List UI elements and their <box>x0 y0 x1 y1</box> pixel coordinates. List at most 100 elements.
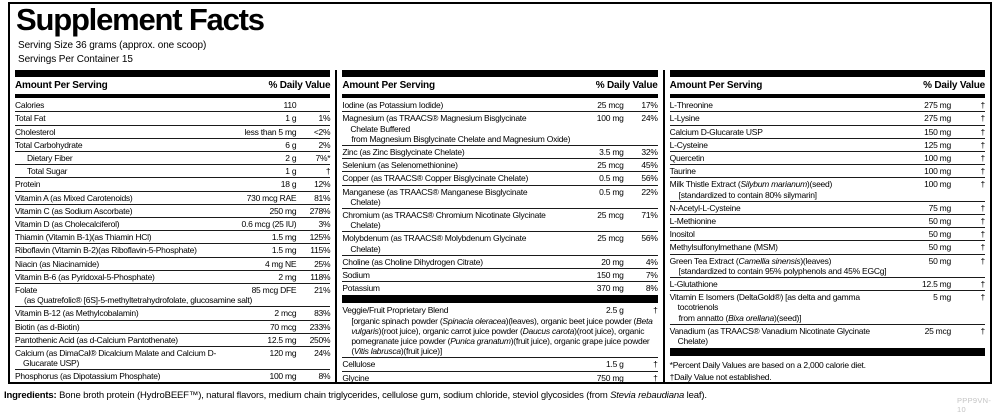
nutrient-amount: 3.5 mg <box>554 147 624 157</box>
nutrient-daily-value: 1% <box>296 113 330 123</box>
table-row-line: Vitamin A (as Mixed Carotenoids)730 mcg … <box>15 193 330 203</box>
nutrient-amount: 275 mg <box>881 113 951 123</box>
nutrient-amount: 110 <box>226 100 296 110</box>
nutrient-name: Protein <box>15 179 226 189</box>
amount-per-serving-header: Amount Per Serving <box>15 81 108 91</box>
nutrient-amount: 1.5 mg <box>226 232 296 242</box>
nutrient-daily-value: 115% <box>296 245 330 255</box>
nutrient-name: Cholesterol <box>15 127 226 137</box>
section-rule <box>342 295 657 303</box>
nutrient-name: Glycine <box>342 373 553 383</box>
nutrient-name: L-Threonine <box>670 100 881 110</box>
nutrient-amount: 100 mg <box>226 371 296 381</box>
table-row-line: Manganese (as TRAACS® Manganese Bisglyci… <box>342 187 657 207</box>
nutrient-amount: 730 mcg RAE <box>226 193 296 203</box>
nutrient-daily-value: 81% <box>296 193 330 203</box>
nutrient-name: Total Sugar <box>15 166 226 176</box>
nutrient-daily-value: † <box>951 292 985 302</box>
nutrient-daily-value: † <box>951 203 985 213</box>
nutrient-amount: 25 mcg <box>554 210 624 220</box>
nutrient-name: Molybdenum (as TRAACS® Molybdenum Glycin… <box>342 233 553 253</box>
nutrient-amount: 370 mg <box>554 283 624 293</box>
nutrient-name: Manganese (as TRAACS® Manganese Bisglyci… <box>342 187 553 207</box>
nutrient-name: Milk Thistle Extract (Silybum marianum)(… <box>670 179 881 189</box>
nutrient-name: Veggie/Fruit Proprietary Blend <box>342 305 553 315</box>
nutrient-name: L-Glutathione <box>670 279 881 289</box>
nutrient-name: Sodium <box>342 270 553 280</box>
table-row: Choline (as Choline Dihydrogen Citrate)2… <box>342 255 657 268</box>
daily-value-header: % Daily Value <box>268 81 330 91</box>
thick-rule <box>15 70 330 77</box>
table-row-line: Green Tea Extract (Camellia sinensis)(le… <box>670 256 985 266</box>
product-code: PPP9VN-10 <box>957 396 1000 414</box>
nutrient-name: Vanadium (as TRAACS® Vanadium Nicotinate… <box>670 326 881 346</box>
nutrient-daily-value: 250% <box>296 335 330 345</box>
nutrient-daily-value: † <box>951 279 985 289</box>
nutrient-amount: 100 mg <box>881 153 951 163</box>
nutrient-amount: 100 mg <box>554 113 624 123</box>
nutrient-amount: 1.5 g <box>554 359 624 369</box>
nutrient-amount: 2 g <box>226 153 296 163</box>
table-row: Copper (as TRAACS® Copper Bisglycinate C… <box>342 171 657 184</box>
nutrient-daily-value: 24% <box>624 113 658 123</box>
nutrient-name: Inositol <box>670 229 881 239</box>
nutrient-name: Vitamin E Isomers (DeltaGold®) [as delta… <box>670 292 881 312</box>
nutrient-daily-value: 45% <box>624 160 658 170</box>
nutrient-amount: 100 mg <box>881 179 951 189</box>
nutrient-amount: 125 mg <box>881 140 951 150</box>
nutrient-amount: 50 mg <box>881 229 951 239</box>
table-row: Pantothenic Acid (as d-Calcium Pantothen… <box>15 333 330 346</box>
nutrient-name: Phosphorus (as Dipotassium Phosphate) <box>15 371 226 381</box>
nutrient-name: Folate <box>15 285 226 295</box>
column-header: Amount Per Serving% Daily Value <box>342 77 657 94</box>
nutrient-name: Potassium <box>342 283 553 293</box>
nutrient-name: Magnesium (as TRAACS® Magnesium Bisglyci… <box>342 113 553 133</box>
nutrient-name: N-Acetyl-L-Cysteine <box>670 203 881 213</box>
nutrient-daily-value: † <box>951 216 985 226</box>
table-row: Magnesium (as TRAACS® Magnesium Bisglyci… <box>342 111 657 145</box>
nutrient-daily-value: 3% <box>296 219 330 229</box>
thick-rule <box>670 70 985 77</box>
table-row-line: Vitamin E Isomers (DeltaGold®) [as delta… <box>670 292 985 312</box>
nutrient-amount: 0.6 mcg (25 IU) <box>226 219 296 229</box>
nutrient-daily-value: 24% <box>296 348 330 358</box>
nutrient-amount: 18 g <box>226 179 296 189</box>
table-row-line: Choline (as Choline Dihydrogen Citrate)2… <box>342 257 657 267</box>
daily-value-header: % Daily Value <box>596 81 658 91</box>
table-row: Green Tea Extract (Camellia sinensis)(le… <box>670 254 985 277</box>
table-row-line: Zinc (as Zinc Bisglycinate Chelate)3.5 m… <box>342 147 657 157</box>
nutrient-daily-value: 278% <box>296 206 330 216</box>
table-row: Methylsulfonylmethane (MSM)50 mg† <box>670 240 985 253</box>
servings-per-container-text: Servings Per Container 15 <box>18 54 133 65</box>
nutrient-name: Vitamin C (as Sodium Ascorbate) <box>15 206 226 216</box>
nutrient-name: Copper (as TRAACS® Copper Bisglycinate C… <box>342 173 553 183</box>
table-row-line: Methylsulfonylmethane (MSM)50 mg† <box>670 242 985 252</box>
table-row-line: Vitamin D (as Cholecalciferol)0.6 mcg (2… <box>15 219 330 229</box>
nutrient-subtext: from Magnesium Bisglycinate Chelate and … <box>342 134 657 144</box>
nutrient-amount: 2.5 g <box>554 305 624 315</box>
